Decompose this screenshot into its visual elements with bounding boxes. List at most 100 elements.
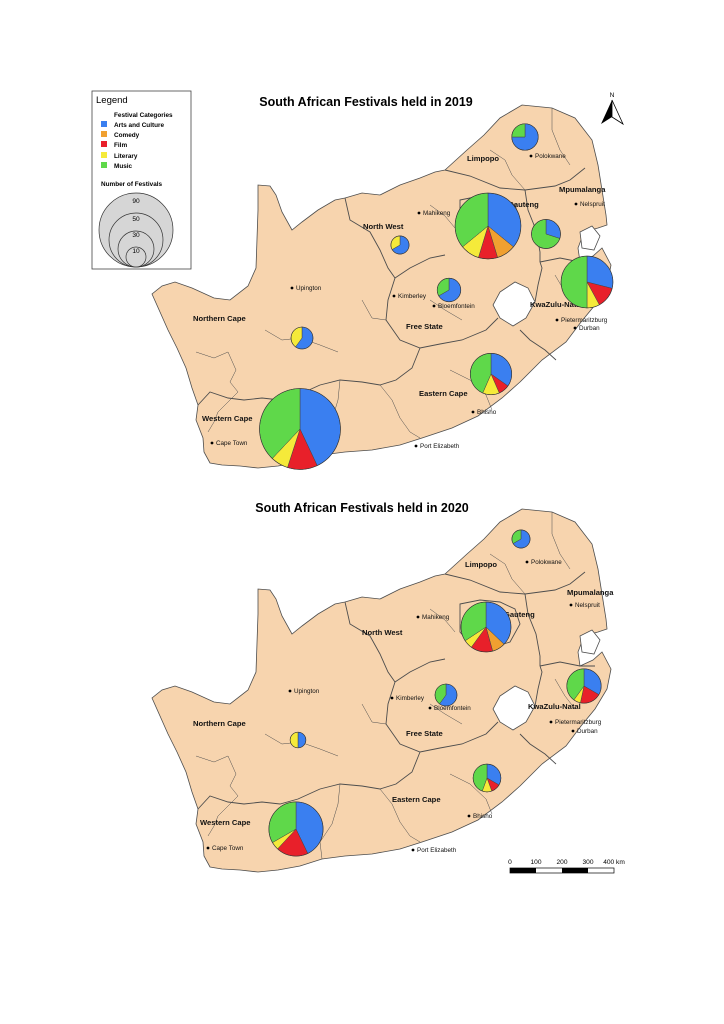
scale-bar: 0 100 200 300 400 km [508, 859, 625, 874]
legend-swatch-arts [101, 121, 107, 127]
city-cape-town: Cape Town [206, 845, 244, 852]
city-kimberley: Kimberley [390, 695, 425, 702]
province-label-gauteng: Gauteng [508, 200, 539, 209]
pie-outline [472, 763, 502, 793]
province-label-northern-cape: Northern Cape [193, 719, 246, 728]
svg-text:Music: Music [114, 163, 133, 170]
legend-heading: Legend [96, 95, 128, 106]
province-label-kwazulu-natal: KwaZulu-Natal [528, 702, 581, 711]
pie-chart-northern-cape [290, 326, 314, 350]
city-bhisho: Bhisho [467, 813, 493, 820]
pie-chart-kwazulu-natal [566, 668, 602, 704]
city-upington: Upington [290, 285, 322, 292]
pie-outline [511, 529, 531, 549]
size-label-10: 10 [132, 248, 140, 255]
legend-item-arts-and-culture: Arts and Culture [101, 121, 165, 129]
map-2019: South African Festivals held in 2019 Lim… [151, 95, 614, 470]
pie-outline [566, 668, 602, 704]
legend-item-comedy: Comedy [101, 131, 140, 139]
legend-box: Legend Festival Categories Arts and Cult… [91, 90, 192, 270]
province-label-mpumalanga: Mpumalanga [567, 588, 614, 597]
legend-item-film: Film [101, 141, 127, 149]
legend-categories-title: Festival Categories [114, 112, 173, 119]
pie-chart-eastern-cape [472, 763, 502, 793]
svg-text:Arts and Culture: Arts and Culture [114, 122, 165, 129]
legend-swatch-film [101, 141, 107, 147]
province-label-free-state: Free State [406, 729, 443, 738]
svg-text:Pietermaritzburg: Pietermaritzburg [555, 719, 602, 726]
legend-item-music: Music [101, 162, 133, 170]
svg-text:Literary: Literary [114, 153, 138, 160]
city-polokwane: Polokwane [529, 153, 566, 160]
size-label-30: 30 [132, 232, 140, 239]
pie-outline [434, 683, 458, 707]
svg-text:Durban: Durban [577, 728, 598, 735]
svg-text:Port Elizabeth: Port Elizabeth [417, 847, 457, 854]
province-label-mpumalanga: Mpumalanga [559, 185, 606, 194]
svg-text:Kimberley: Kimberley [398, 293, 427, 300]
pie-outline [289, 731, 307, 749]
svg-text:Cape Town: Cape Town [212, 845, 244, 852]
city-port-elizabeth: Port Elizabeth [414, 443, 460, 450]
city-polokwane: Polokwane [525, 559, 562, 566]
pie-chart-free-state [434, 683, 458, 707]
scale-label-400: 400 km [603, 859, 625, 866]
pie-outline [268, 801, 324, 857]
pie-outline [454, 192, 522, 260]
svg-text:Upington: Upington [296, 285, 322, 292]
svg-text:Film: Film [114, 142, 127, 149]
map-title-2020: South African Festivals held in 2020 [255, 501, 469, 515]
scale-label-200: 200 [556, 859, 567, 866]
svg-text:Mahikeng: Mahikeng [423, 210, 451, 217]
pie-outline [469, 352, 513, 396]
pie-outline [259, 388, 341, 470]
svg-text:Upington: Upington [294, 688, 320, 695]
city-mahikeng: Mahikeng [417, 210, 451, 217]
province-label-eastern-cape: Eastern Cape [419, 389, 468, 398]
pie-outline [460, 601, 512, 653]
pie-outline [511, 123, 539, 151]
province-label-limpopo: Limpopo [465, 560, 497, 569]
city-kimberley: Kimberley [392, 293, 427, 300]
scale-label-100: 100 [530, 859, 541, 866]
province-label-kwazulu-natal: KwaZulu-Natal [530, 300, 583, 309]
pie-chart-western-cape [268, 801, 324, 857]
legend-swatch-literary [101, 152, 107, 158]
svg-text:Kimberley: Kimberley [396, 695, 425, 702]
province-label-limpopo: Limpopo [467, 154, 499, 163]
svg-text:Bhisho: Bhisho [473, 813, 493, 820]
size-label-90: 90 [132, 198, 140, 205]
city-durban: Durban [573, 325, 600, 332]
province-label-northern-cape: Northern Cape [193, 314, 246, 323]
city-pietermaritzburg: Pietermaritzburg [549, 719, 602, 726]
legend-swatch-music [101, 162, 107, 168]
svg-text:Nelspruit: Nelspruit [575, 602, 600, 609]
svg-text:Bloemfontein: Bloemfontein [434, 705, 471, 712]
legend-swatch-comedy [101, 131, 107, 137]
pie-chart-limpopo [511, 529, 531, 549]
city-nelspruit: Nelspruit [574, 201, 605, 208]
pie-outline [531, 219, 561, 249]
pie-chart-western-cape [259, 388, 341, 470]
pie-chart-northern-cape [289, 731, 307, 749]
pie-outline [290, 326, 314, 350]
legend-item-literary: Literary [101, 152, 138, 160]
svg-text:Durban: Durban [579, 325, 600, 332]
svg-text:Polokwane: Polokwane [531, 559, 562, 566]
svg-text:Bhisho: Bhisho [477, 409, 497, 416]
province-label-north-west: North West [363, 222, 404, 231]
province-label-western-cape: Western Cape [200, 818, 251, 827]
pie-chart-gauteng [454, 192, 522, 260]
city-bloemfontein: Bloemfontein [432, 303, 475, 310]
svg-text:Cape Town: Cape Town [216, 440, 248, 447]
legend-size-circles [98, 192, 174, 268]
map-2020: South African Festivals held in 2020 Lim… [151, 501, 614, 873]
pie-chart-north-west [390, 235, 410, 255]
pie-chart-gauteng [460, 601, 512, 653]
city-cape-town: Cape Town [210, 440, 248, 447]
city-bloemfontein: Bloemfontein [428, 705, 471, 712]
svg-text:Comedy: Comedy [114, 132, 140, 139]
province-label-free-state: Free State [406, 322, 443, 331]
size-label-50: 50 [132, 216, 140, 223]
